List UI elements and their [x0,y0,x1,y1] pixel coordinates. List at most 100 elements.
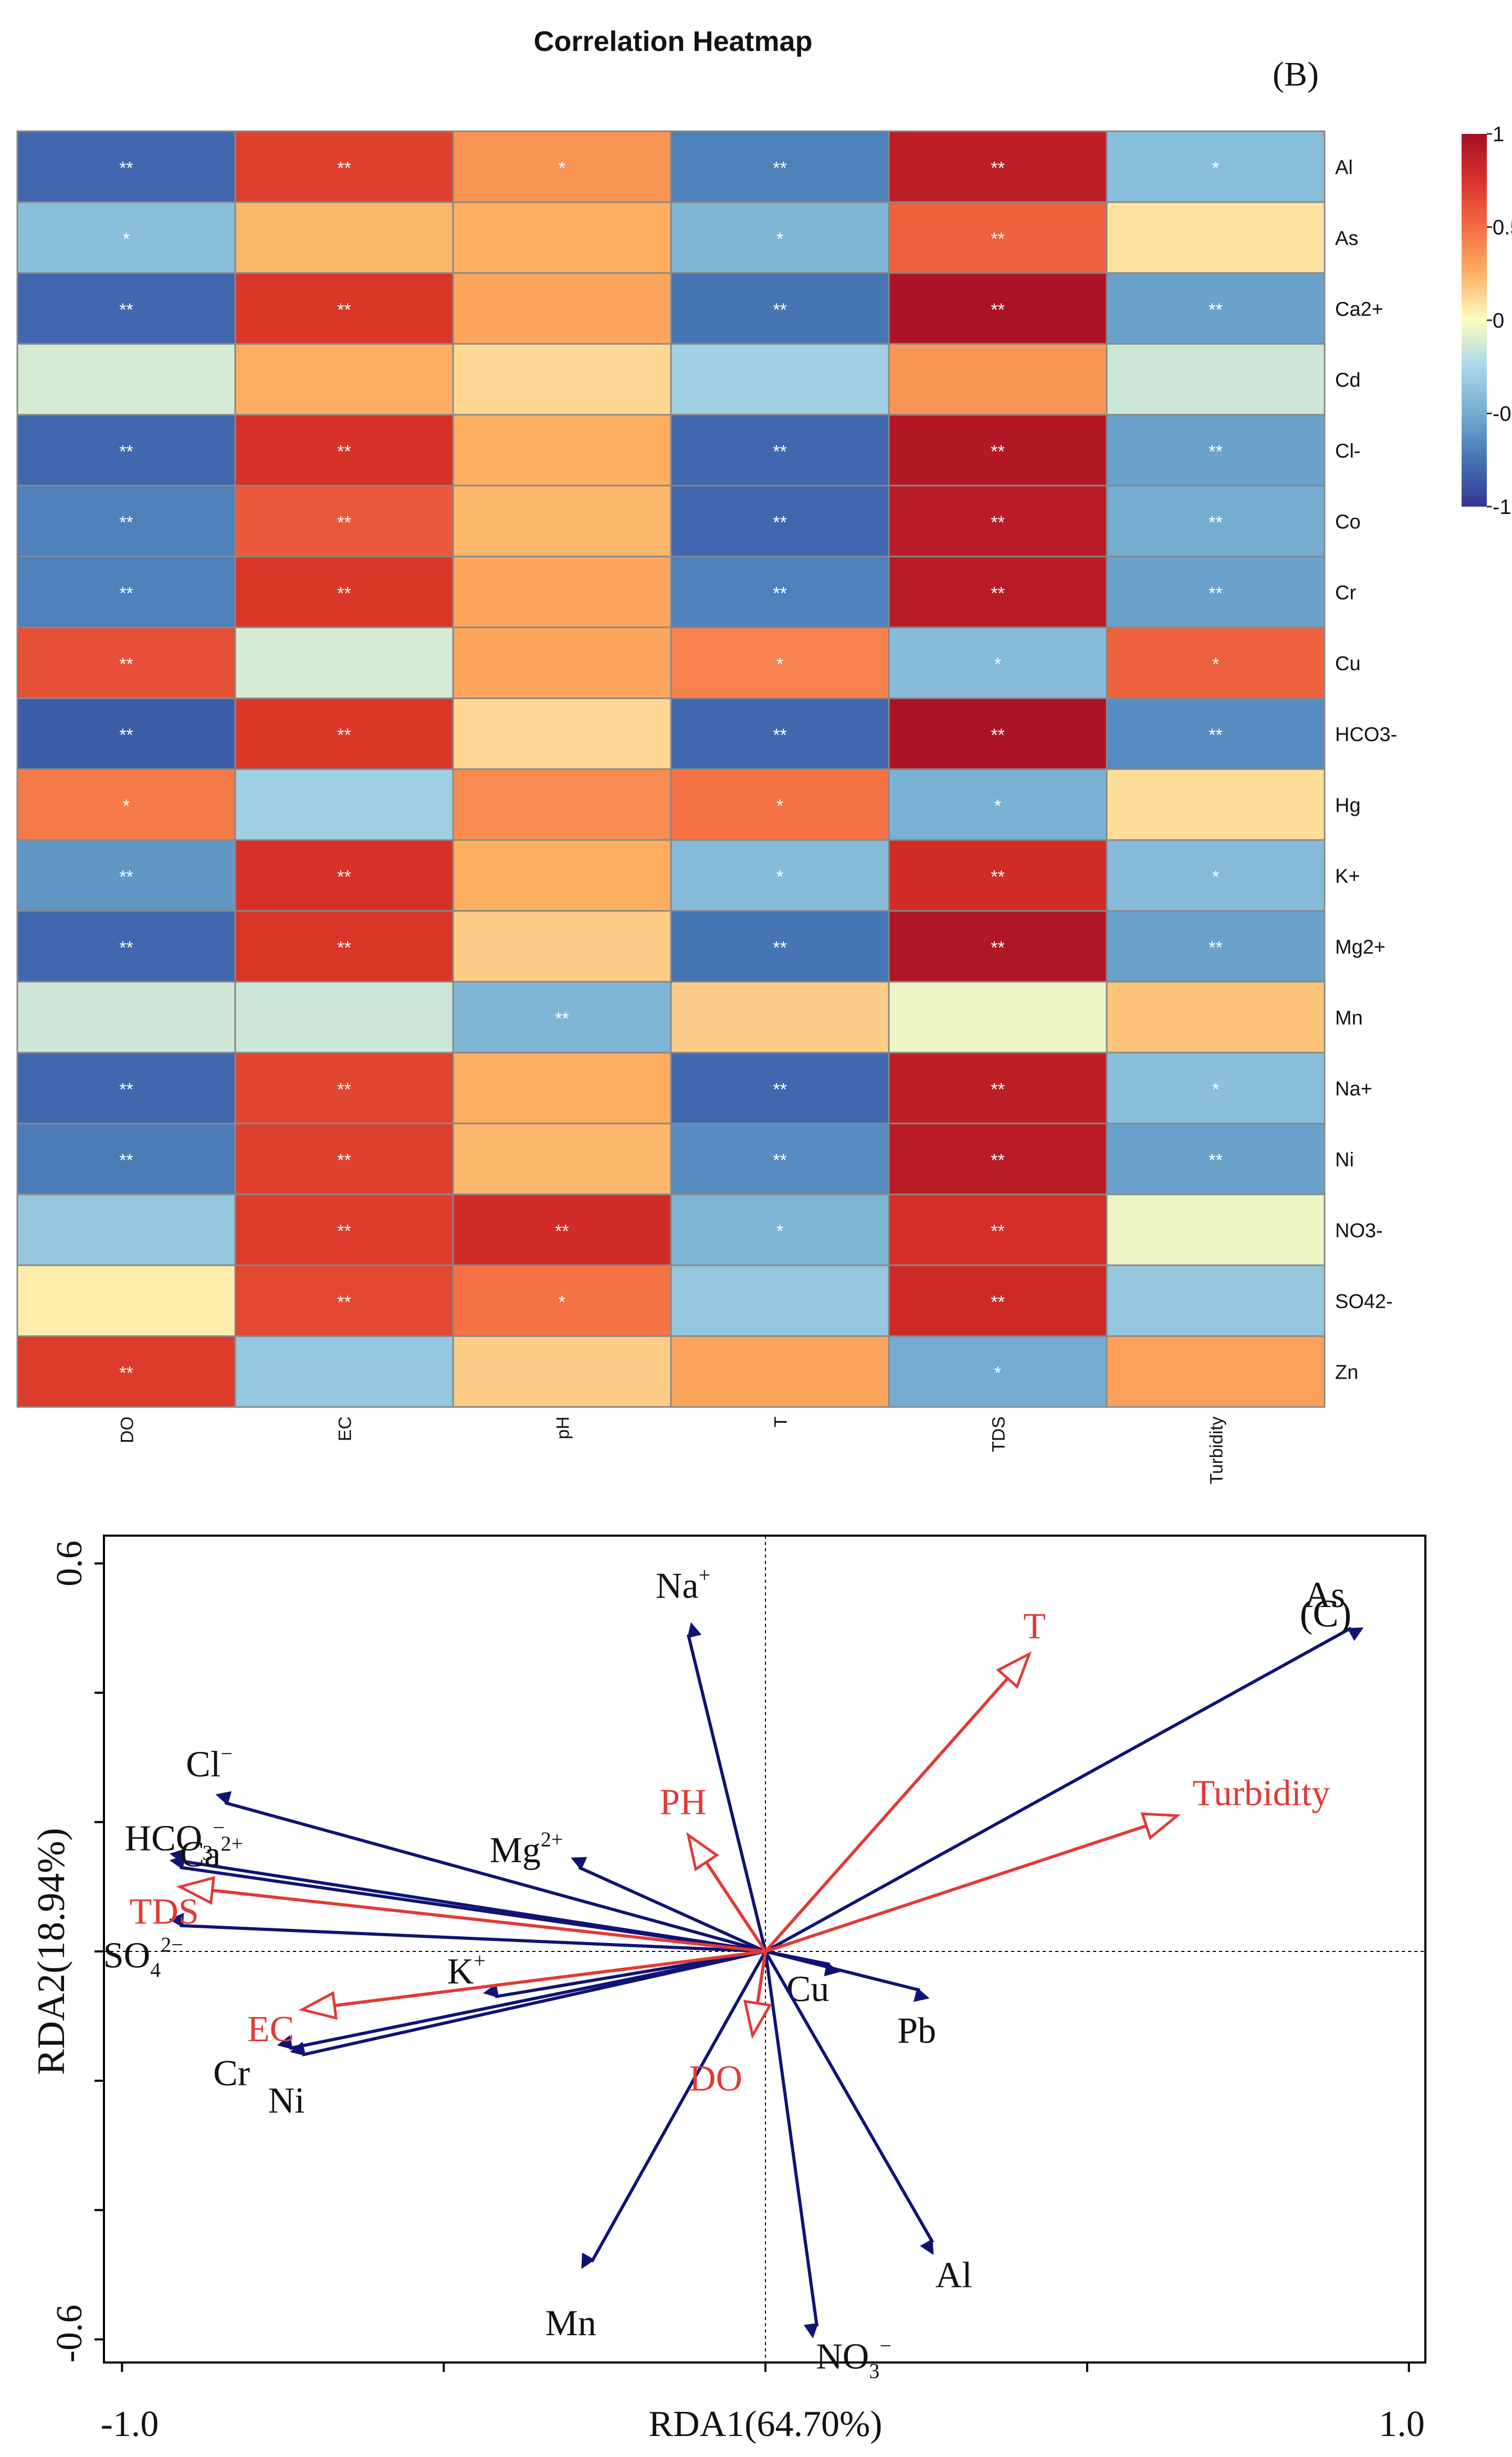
colorbar-tick-labels: 1 0.5 0 -0.5 -1 [1487,123,1512,519]
heatmap-cell-mn-do [16,981,236,1054]
significance-mark-cu-t: * [776,655,783,675]
heatmap-cell-cu-turbidity [1106,626,1326,699]
heatmap-cell-k-do [16,839,236,912]
heatmap-cell-cd-ec [234,343,454,416]
column-label-tds: TDS [989,1416,1009,1452]
heatmap-cell-co-do [16,485,236,558]
env-vector-tds [212,1888,766,1953]
rda-axis-ticks [94,1562,1410,2372]
significance-mark-cl-ec: ** [337,442,351,462]
heatmap-title: Correlation Heatmap [533,26,812,57]
significance-mark-hg-do: * [123,796,130,816]
heatmap-cell-mg2-do [16,910,236,983]
row-label-cd: Cd [1335,370,1361,392]
heatmap-cell-co-t [670,485,890,558]
significance-mark-ca2-turbidity: ** [1209,300,1222,320]
row-label-cr: Cr [1335,582,1356,604]
significance-mark-ca2-t: ** [773,300,786,320]
significance-mark-so42-ec: ** [337,1293,351,1312]
row-label-ni: Ni [1335,1149,1354,1171]
heatmap-cell-mg2-tds [888,910,1108,983]
heatmap-cell-mn-tds [888,981,1108,1054]
env-vector-do [755,1951,767,2004]
significance-mark-cl-do: ** [119,442,133,462]
colorbar-tick-label: 0.5 [1493,216,1512,239]
heatmap-cell-al-ec [234,130,454,203]
significance-mark-co-t: ** [773,513,786,533]
y-tick-label-max: 0.6 [49,1540,90,1587]
significance-mark-hco3-turbidity: ** [1209,726,1222,746]
heatmap-cell-ca2-t [670,272,890,345]
heatmap-cell-cd-turbidity [1106,343,1326,416]
heatmap-cell-ca2-do [16,272,236,345]
significance-mark-cl-tds: ** [991,442,1004,462]
heatmap-cell-na-tds [888,1052,1108,1125]
env-vector-ph [705,1861,767,1952]
significance-mark-al-t: ** [773,159,786,178]
significance-mark-cr-ec: ** [337,584,351,604]
significance-mark-mg2-tds: ** [991,938,1004,958]
env-arrowhead-t [996,1651,1032,1689]
species-vector-al [764,1950,934,2255]
species-label-mn: Mn [545,2303,596,2344]
species-vector-ni [290,1950,766,2056]
heatmap-cell-cr-ph [452,555,672,628]
species-vector-pb [765,1950,930,2002]
column-label-t: T [771,1416,791,1427]
env-arrowhead-ec [298,1991,338,2020]
species-label-no3: NO3− [816,2334,891,2382]
significance-mark-hco3-tds: ** [991,726,1004,746]
heatmap-cell-co-ph [452,485,672,558]
heatmap-cell-mg2-t [670,910,890,983]
significance-mark-na-t: ** [773,1080,786,1100]
heatmap-cell-cu-t [670,626,890,699]
x-tick-label-min: -1.0 [101,2404,159,2444]
significance-mark-hg-t: * [776,796,783,816]
heatmap-cell-zn-ec [234,1335,454,1408]
env-arrowhead-do [743,2000,772,2039]
colorbar-tick-label: 0 [1493,309,1504,332]
heatmap-cell-as-turbidity [1106,201,1326,274]
significance-mark-al-do: ** [119,159,133,178]
significance-mark-co-turbidity: ** [1209,513,1222,533]
heatmap-cell-hg-do [16,768,236,841]
species-label-mg: Mg2+ [490,1828,563,1871]
correlation-heatmap: Correlation Heatmap (B) ** ** * ** ** ** * ****… [16,26,1512,1484]
heatmap-cell-ni-ph [452,1122,672,1195]
species-label-k: K+ [447,1949,486,1992]
significance-mark-k-do: ** [119,867,133,887]
significance-mark-cl-turbidity: ** [1209,442,1222,462]
significance-mark-co-ec: ** [337,513,351,533]
env-label-do: DO [689,2059,742,2099]
heatmap-cell-cr-tds [888,555,1108,628]
row-label-so42: SO42- [1335,1291,1393,1313]
significance-mark-na-do: ** [119,1080,133,1100]
significance-mark-ca2-ec: ** [337,300,351,320]
significance-mark-cr-turbidity: ** [1209,584,1222,604]
heatmap-cell-cu-ph [452,626,672,699]
species-vector-no3 [764,1951,819,2339]
colorbar-tick-label: -1 [1493,496,1511,519]
rda-environment-vectors: T Turbidity PH TDS EC DO [130,1606,1330,2099]
heatmap-cell-cr-do [16,555,236,628]
significance-mark-cu-do: ** [119,655,133,675]
significance-mark-ni-do: ** [119,1151,133,1171]
row-label-cu: Cu [1335,653,1361,675]
significance-mark-as-t: * [776,229,783,249]
significance-mark-mn-ph: ** [555,1009,569,1029]
significance-mark-ni-t: ** [773,1151,786,1171]
significance-mark-so42-ph: * [559,1293,565,1312]
heatmap-cell-k-ec [234,839,454,912]
species-label-as: As [1304,1575,1345,1615]
column-label-turbidity: Turbidity [1207,1416,1227,1484]
species-label-pb: Pb [897,2011,936,2051]
heatmap-colorbar [1462,134,1487,507]
colorbar-tick-label: 1 [1493,123,1504,146]
heatmap-cell-mg2-ph [452,910,672,983]
significance-mark-cr-tds: ** [991,584,1004,604]
env-arrowhead-turbidity [1140,1812,1181,1840]
heatmap-cell-na-ec [234,1052,454,1125]
heatmap-cell-hg-turbidity [1106,768,1326,841]
species-vector-k [483,1950,766,1999]
species-label-cr: Cr [213,2053,250,2094]
